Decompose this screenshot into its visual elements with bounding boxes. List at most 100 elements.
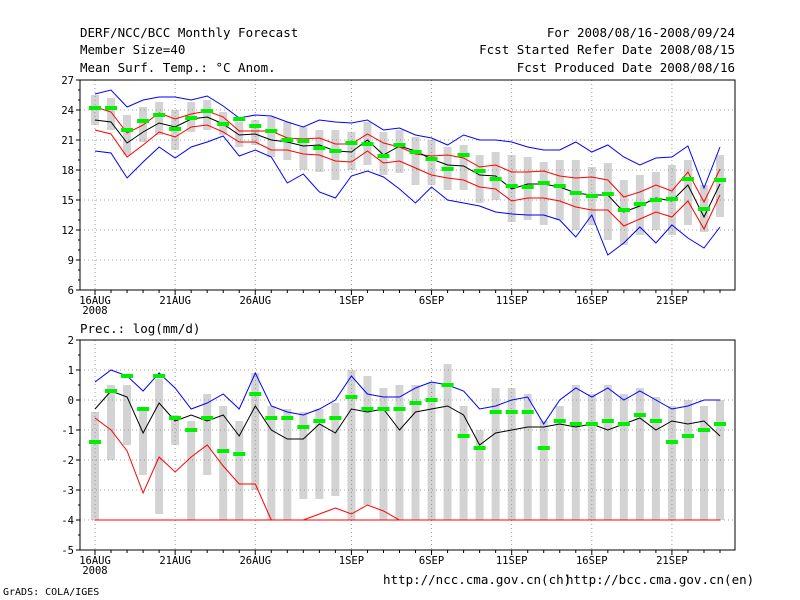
panel2-spread-bar-2 xyxy=(107,385,116,460)
panel1-ytick-label-3: 15 xyxy=(61,195,74,207)
panel2-obs-marker-19 xyxy=(377,407,390,411)
panel2-obs-marker-34 xyxy=(617,422,630,426)
panel1-ytick-label-0: 6 xyxy=(68,285,74,297)
panel1-spread-bar-29 xyxy=(539,162,548,225)
panel2-spread-bar-31 xyxy=(571,385,580,520)
panel2-obs-marker-31 xyxy=(569,422,582,426)
panel2-xtick-label-6: 16SEP xyxy=(576,555,608,567)
panel2-obs-marker-10 xyxy=(233,452,246,456)
header-start-date: Fcst Started Refer Date 2008/08/15 xyxy=(479,42,735,57)
panel1-obs-marker-30 xyxy=(553,184,566,188)
panel1-spread-bar-21 xyxy=(411,137,420,185)
panel2-spread-bar-35 xyxy=(635,388,644,520)
panel2-spread-bar-6 xyxy=(171,415,180,445)
panel1-obs-marker-25 xyxy=(473,169,486,173)
panel2-xtick-label-7: 21SEP xyxy=(656,555,688,567)
panel1-spread-bar-3 xyxy=(123,115,132,155)
panel2-spread-bar-8 xyxy=(203,394,212,475)
panel2-xtick-sublabel-0: 2008 xyxy=(82,565,107,577)
link-ncc[interactable]: http://ncc.cma.gov.cn(ch) xyxy=(383,572,572,587)
panel1-ytick-label-7: 27 xyxy=(61,75,74,87)
panel1-obs-marker-40 xyxy=(714,178,726,182)
panel1-obs-marker-15 xyxy=(313,146,326,150)
panel1-obs-marker-18 xyxy=(361,142,374,146)
panel2-obs-marker-36 xyxy=(649,419,662,423)
panel1-xtick-label-6: 16SEP xyxy=(576,295,608,307)
panel1-obs-marker-22 xyxy=(425,157,438,161)
panel2-spread-bar-25 xyxy=(475,430,484,520)
panel2-ytick-label-1: -4 xyxy=(61,515,74,527)
panel2-spread-bar-30 xyxy=(555,406,564,520)
panel1-series-mean xyxy=(94,116,721,219)
panel2-spread-bar-34 xyxy=(619,394,628,520)
panel1-xtick-label-3: 1SEP xyxy=(339,295,364,307)
header-variable: Mean Surf. Temp.: °C Anom. xyxy=(80,60,276,75)
panel2-spread-bar-27 xyxy=(507,388,516,520)
panel1-spread-bar-30 xyxy=(555,160,564,220)
panel1-obs-marker-38 xyxy=(681,177,694,181)
panel1-xtick-label-2: 26AUG xyxy=(239,295,271,307)
panel2-spread-bar-15 xyxy=(315,409,324,499)
panel1-obs-marker-21 xyxy=(409,150,422,154)
header-period: For 2008/08/16-2008/09/24 xyxy=(546,25,735,40)
panel1-obs-marker-10 xyxy=(233,117,246,121)
panel1-obs-marker-39 xyxy=(697,207,710,211)
panel2-obs-marker-7 xyxy=(185,428,198,432)
panel1-spread-bar-12 xyxy=(267,117,276,157)
panel2-ytick-label-7: 2 xyxy=(68,335,74,347)
panel2-obs-marker-37 xyxy=(665,440,678,444)
panel1-spread-bar-19 xyxy=(379,132,388,175)
panel2-obs-marker-12 xyxy=(265,416,278,420)
panel1-spread-bar-2 xyxy=(107,98,116,130)
panel1-obs-marker-11 xyxy=(249,124,262,128)
panel1-obs-marker-12 xyxy=(265,129,278,133)
panel1-spread-bar-25 xyxy=(475,155,484,203)
panel2-obs-marker-30 xyxy=(553,419,566,423)
panel1-spread-bar-8 xyxy=(203,100,212,130)
panel1-obs-marker-33 xyxy=(601,192,614,196)
header-title: DERF/NCC/BCC Monthly Forecast xyxy=(80,25,299,40)
panel1-xtick-label-7: 21SEP xyxy=(656,295,688,307)
panel1-obs-marker-8 xyxy=(201,109,214,113)
panel2-ytick-label-3: -2 xyxy=(61,455,74,467)
header-member-size: Member Size=40 xyxy=(80,42,186,57)
panel1-obs-marker-16 xyxy=(329,149,342,153)
panel1-obs-marker-31 xyxy=(569,191,582,195)
panel1-obs-marker-7 xyxy=(185,116,198,120)
panel1-obs-marker-37 xyxy=(665,197,678,201)
panel1-obs-marker-2 xyxy=(105,106,118,110)
panel2-ytick-label-6: 1 xyxy=(68,365,74,377)
panel2-spread-bar-21 xyxy=(411,385,420,520)
panel2-obs-marker-27 xyxy=(505,410,518,414)
panel1-ytick-label-5: 21 xyxy=(61,135,74,147)
panel2-spread-bar-9 xyxy=(219,406,228,520)
panel1-obs-marker-4 xyxy=(137,119,150,123)
panel2-spread-bar-13 xyxy=(283,409,292,520)
panel2-spread-bar-28 xyxy=(523,394,532,520)
panel1-xtick-label-5: 11SEP xyxy=(496,295,528,307)
panel2-xtick-label-5: 11SEP xyxy=(496,555,528,567)
panel1-spread-bar-14 xyxy=(299,127,308,170)
panel1-series-upper xyxy=(94,106,721,204)
panel2-spread-bar-20 xyxy=(395,385,404,520)
link-bcc[interactable]: http://bcc.cma.gov.cn(en) xyxy=(566,572,755,587)
panel1-xtick-label-4: 6SEP xyxy=(419,295,444,307)
panel2-obs-marker-14 xyxy=(297,425,310,429)
panel2-spread-bar-11 xyxy=(251,373,260,490)
panel2-ytick-label-5: 0 xyxy=(68,395,74,407)
panel2-obs-marker-22 xyxy=(425,398,438,402)
panel1-series-max xyxy=(94,89,721,190)
panel1-spread-bar-16 xyxy=(331,130,340,180)
panel1-xtick-label-1: 21AUG xyxy=(159,295,191,307)
panel2-spread-bar-3 xyxy=(123,385,132,445)
panel2-spread-bar-24 xyxy=(459,406,468,520)
panel2-spread-bar-26 xyxy=(491,388,500,520)
panel2-obs-marker-26 xyxy=(489,410,502,414)
panel2-spread-bar-18 xyxy=(363,376,372,505)
panel2-spread-bar-38 xyxy=(683,400,692,520)
panel1-obs-marker-9 xyxy=(217,122,230,126)
panel2-spread-bar-14 xyxy=(299,412,308,499)
header-produced-date: Fcst Produced Date 2008/08/16 xyxy=(516,60,735,75)
panel1-obs-marker-29 xyxy=(537,181,550,185)
